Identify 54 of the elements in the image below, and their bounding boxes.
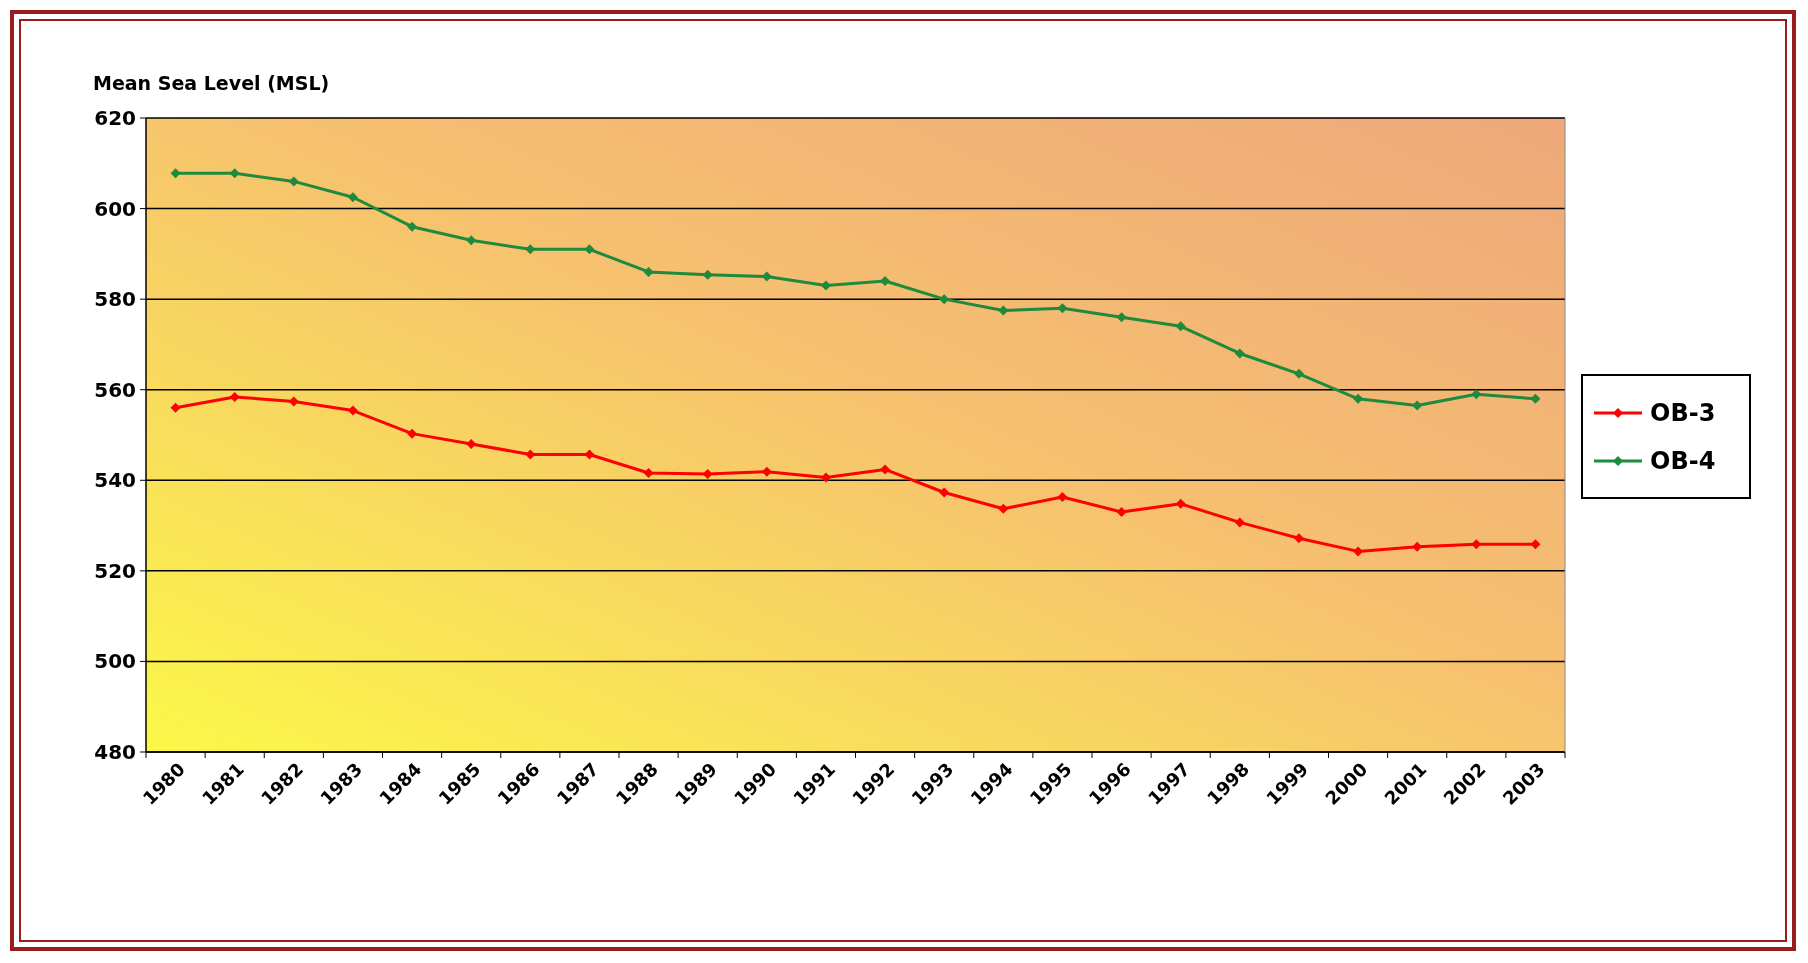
y-tick-label: 540 [94, 468, 136, 493]
y-tick-label: 520 [94, 558, 136, 583]
point [1116, 312, 1127, 323]
point [1471, 539, 1482, 550]
point [1234, 517, 1245, 528]
point [1057, 303, 1068, 314]
point [880, 464, 891, 475]
point [998, 305, 1009, 316]
point [1353, 546, 1364, 557]
y-tick-label: 600 [94, 196, 136, 221]
point [466, 235, 477, 246]
y-axis-title: Mean Sea Level (MSL) [93, 72, 330, 94]
point [1293, 533, 1304, 544]
point [170, 168, 181, 179]
point [643, 266, 654, 277]
point [407, 221, 418, 232]
point [1530, 539, 1541, 550]
point [466, 439, 477, 450]
y-tick-label: 560 [94, 377, 136, 402]
point [347, 405, 358, 416]
point [170, 402, 181, 413]
point [407, 428, 418, 439]
point [820, 472, 831, 483]
legend-label: OB-3 [1650, 399, 1716, 428]
point [1471, 389, 1482, 400]
point [288, 396, 299, 407]
point [939, 294, 950, 305]
y-tick-label: 480 [94, 740, 136, 764]
point [584, 244, 595, 255]
point [761, 466, 772, 477]
y-tick-label: 500 [94, 649, 136, 674]
point [1412, 400, 1423, 411]
point [1175, 498, 1186, 509]
point [525, 244, 536, 255]
point [939, 487, 950, 498]
point [288, 176, 299, 187]
point [1234, 348, 1245, 359]
point [820, 280, 831, 291]
point [702, 468, 713, 479]
legend-label: OB-4 [1650, 447, 1716, 476]
point [229, 168, 240, 179]
point [347, 192, 358, 203]
point [1175, 321, 1186, 332]
point [1057, 492, 1068, 503]
y-tick-label: 620 [94, 106, 136, 130]
point [1353, 393, 1364, 404]
point [1116, 506, 1127, 517]
point [643, 468, 654, 479]
point [998, 503, 1009, 514]
point [1530, 393, 1541, 404]
point [880, 276, 891, 287]
point [229, 391, 240, 402]
point [1293, 368, 1304, 379]
y-tick-label: 580 [94, 287, 136, 312]
